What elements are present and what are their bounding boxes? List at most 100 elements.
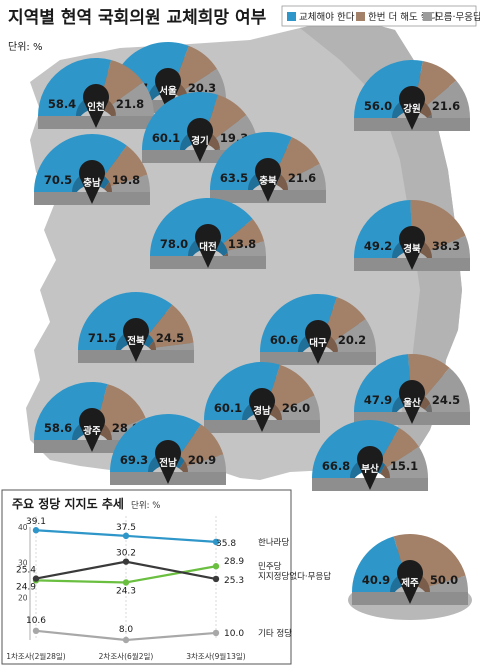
region-label-7: 경북	[403, 243, 421, 255]
region-pin-6	[194, 224, 221, 268]
gauge-value-replace-14: 66.8	[322, 459, 350, 473]
inset-title: 주요 정당 지지도 추세	[12, 496, 124, 511]
gauge-5: 63.5 21.6 충북	[210, 132, 326, 203]
gauge-slice-0-1	[175, 45, 217, 90]
gauge-slice-12-2	[424, 367, 470, 412]
inset-unit: 단위: %	[131, 500, 160, 511]
gauge-value-replace-11: 60.1	[214, 401, 242, 415]
gauge-14: 66.8 15.1 부산	[312, 419, 428, 491]
gauge-value-replace-8: 71.5	[88, 331, 116, 345]
region-label-12: 울산	[403, 397, 421, 409]
gauge-value-again-0: 20.3	[188, 81, 216, 95]
legend-swatch-replace	[287, 12, 296, 21]
region-pin-12	[399, 380, 425, 424]
gauge-slice-3-1	[415, 61, 457, 106]
gauge-value-again-12: 24.5	[432, 393, 460, 407]
gauge-3: 56.0 21.6 강원	[354, 59, 470, 131]
gauge-slice-9-1	[324, 297, 366, 341]
region-label-1: 인천	[87, 102, 104, 113]
region-pin-1	[83, 84, 109, 128]
region-label-10: 광주	[83, 425, 101, 437]
series-point-2-1	[122, 558, 130, 565]
gauge-slice-15-1	[393, 534, 466, 587]
legend-label-replace: 교체해야 한다	[299, 11, 355, 23]
gauge-1: 58.4 21.8 인천	[38, 57, 154, 129]
gauge-slice-15-0	[352, 536, 405, 592]
series-point-2-2	[212, 575, 220, 583]
gauge-value-replace-9: 60.6	[270, 333, 298, 347]
gauge-value-again-15: 50.0	[430, 573, 458, 587]
gauge-2: 60.1 19.3경기	[142, 92, 258, 163]
gauge-value-again-13: 20.9	[188, 453, 216, 467]
gauge-value-replace-13: 69.3	[120, 453, 148, 467]
gauge-13: 69.3 20.9 전남	[110, 413, 226, 485]
region-label-4: 충남	[83, 177, 101, 189]
region-gauges: 61.720.3서울58.421.8인천60.119.3경기56.021.6강원…	[34, 42, 470, 605]
gauge-slice-15-2	[429, 575, 468, 592]
series-value-3-1: 8.0	[119, 625, 134, 635]
gauge-slice-14-0	[312, 419, 400, 478]
region-label-13: 전남	[159, 457, 177, 469]
gauge-value-again-6: 13.8	[228, 237, 256, 251]
gauge-slice-13-0	[110, 413, 202, 472]
gauge-slice-7-0	[354, 200, 412, 258]
region-pin-8	[122, 318, 149, 362]
x-tick-2: 3차조사(9월13일)	[186, 651, 246, 661]
legend-label-unknown: 모름·무응답	[435, 11, 480, 23]
unit-label: 단위: %	[8, 40, 42, 53]
series-name-3: 기타 정당	[258, 628, 292, 639]
gauge-slice-14-2	[386, 446, 428, 478]
gauge-4: 70.5 19.8 충남	[34, 133, 150, 205]
region-pin-14	[357, 446, 383, 490]
gauge-value-replace-7: 49.2	[364, 239, 392, 253]
series-value-2-1: 30.2	[116, 549, 136, 559]
region-label-8: 전북	[127, 335, 145, 347]
region-label-9: 대구	[309, 337, 327, 349]
series-point-0-2	[212, 538, 220, 546]
region-pin-11	[249, 388, 275, 432]
region-label-6: 대전	[199, 241, 216, 253]
region-label-11: 경남	[253, 405, 271, 417]
legend-label-again: 한번 더 해도 좋다	[368, 11, 438, 23]
y-tick-2: 20	[18, 594, 28, 603]
series-value-0-2: 35.8	[216, 539, 236, 549]
gauge-slice-9-0	[260, 293, 337, 352]
region-pin-2	[187, 118, 213, 162]
series-point-0-0	[32, 527, 40, 534]
gauge-slice-6-1	[223, 219, 265, 251]
gauge-value-again-8: 24.5	[156, 331, 184, 345]
gauge-15: 40.9 50.0 제주	[352, 534, 468, 605]
series-value-2-0: 25.4	[16, 566, 36, 576]
gauge-slice-10-0	[34, 382, 108, 440]
region-pin-0	[155, 68, 181, 112]
gauge-slice-1-1	[101, 60, 144, 105]
gauge-slice-8-2	[155, 342, 194, 350]
series-value-0-1: 37.5	[116, 523, 136, 533]
gauge-slice-4-0	[34, 133, 127, 192]
gauge-8: 71.5 24.5 전북	[78, 292, 194, 363]
gauge-slice-11-0	[204, 362, 281, 420]
gauge-slice-5-2	[285, 163, 326, 190]
region-pin-13	[155, 440, 182, 484]
region-pin-5	[255, 158, 281, 202]
gauge-value-replace-4: 70.5	[44, 173, 72, 187]
series-value-3-2: 10.0	[224, 629, 244, 639]
gauge-slice-12-0	[354, 354, 411, 412]
region-label-3: 강원	[403, 103, 420, 115]
gauge-slice-6-2	[227, 241, 266, 256]
gauge-value-replace-1: 58.4	[48, 97, 76, 111]
gauge-slice-11-1	[268, 364, 315, 412]
series-name-0: 한나라당	[258, 537, 289, 548]
gauge-slice-9-2	[334, 319, 376, 352]
gauge-value-again-11: 26.0	[282, 401, 310, 415]
gauge-slice-8-0	[78, 292, 173, 350]
gauge-slice-2-1	[206, 94, 247, 138]
gauge-slice-4-2	[111, 174, 150, 192]
gauge-value-replace-2: 60.1	[152, 131, 180, 145]
gauge-slice-5-0	[210, 132, 292, 190]
series-point-3-2	[212, 629, 220, 637]
series-point-3-0	[32, 627, 40, 635]
gauge-9: 60.6 20.2 대구	[260, 293, 376, 365]
line-chart-plot: 40 30 20 1차조사(2월28일) 2차조사(6월2일) 3차조사(9월13일) 39…	[6, 516, 331, 661]
region-label-14: 부산	[361, 463, 379, 475]
